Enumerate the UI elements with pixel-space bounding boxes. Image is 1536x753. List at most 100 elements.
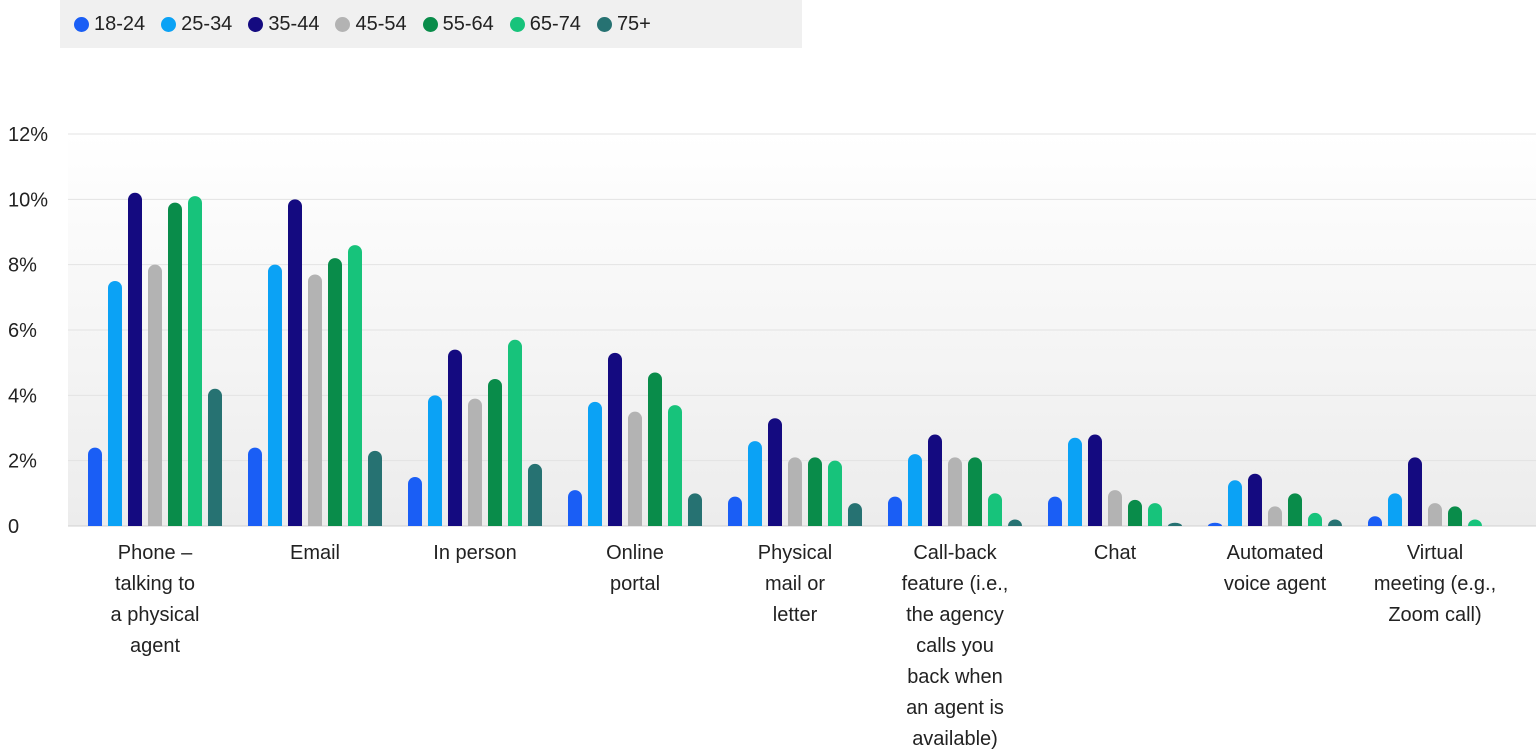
bar-45-54[interactable] (628, 411, 642, 526)
bar-18-24[interactable] (1368, 516, 1382, 526)
bar-55-64[interactable] (1448, 506, 1462, 526)
bar-65-74[interactable] (348, 245, 362, 526)
bar-35-44[interactable] (1248, 473, 1262, 526)
legend-dot-18-24 (74, 16, 89, 32)
y-tick-label: 6% (8, 320, 37, 342)
x-tick-label: Chat (1094, 542, 1137, 564)
bar-75-plus[interactable] (1008, 519, 1022, 526)
bar-25-34[interactable] (1068, 437, 1082, 526)
bar-55-64[interactable] (648, 372, 662, 526)
legend-dot-35-44 (248, 16, 264, 32)
bars (88, 192, 1482, 527)
y-tick-label: 0 (8, 516, 19, 538)
bar-55-64[interactable] (1288, 493, 1302, 526)
bar-75-plus[interactable] (1328, 519, 1342, 526)
x-axis: Phone – talking to a physical agent Email In … (111, 542, 1497, 750)
bar-65-74[interactable] (1308, 512, 1322, 526)
legend-item-35-44[interactable]: 35-44 (248, 13, 319, 36)
bar-25-34[interactable] (1228, 480, 1242, 526)
bar-55-64[interactable] (968, 457, 982, 526)
y-tick-label: 8% (8, 255, 37, 277)
bar-65-74[interactable] (188, 196, 202, 526)
x-tick-label: In person (433, 542, 516, 564)
bar-18-24[interactable] (408, 477, 422, 526)
bar-18-24[interactable] (248, 447, 262, 526)
legend-item-55-64[interactable]: 55-64 (422, 12, 494, 36)
bar-35-44[interactable] (1088, 434, 1102, 526)
bar-75-plus[interactable] (848, 503, 862, 526)
legend-dot-45-54 (335, 16, 351, 32)
bar-18-24[interactable] (88, 447, 102, 526)
bar-18-24[interactable] (1208, 522, 1222, 526)
x-tick-label: Physical mail or letter (758, 542, 832, 626)
bar-45-54[interactable] (1268, 506, 1282, 526)
bar-55-64[interactable] (168, 202, 182, 526)
bar-75-plus[interactable] (368, 450, 382, 526)
legend-item-45-54[interactable]: 45-54 (335, 12, 407, 36)
legend-label-25-34: 25-34 (181, 12, 233, 35)
bar-45-54[interactable] (148, 264, 162, 526)
y-tick-label: 4% (8, 385, 37, 407)
x-tick-label: Automated voice agent (1224, 542, 1327, 595)
bar-35-44[interactable] (448, 349, 462, 526)
legend-label-18-24: 18-24 (94, 12, 146, 35)
bar-55-64[interactable] (1128, 499, 1142, 526)
bar-65-74[interactable] (508, 339, 523, 526)
legend-dot-55-64 (422, 16, 438, 32)
bar-18-24[interactable] (728, 496, 742, 526)
legend-dot-65-74 (509, 16, 525, 32)
legend-item-18-24[interactable]: 18-24 (74, 13, 145, 36)
bar-75-plus[interactable] (688, 493, 703, 526)
bar-65-74[interactable] (668, 405, 682, 526)
bar-65-74[interactable] (1148, 503, 1162, 526)
x-tick-label: Online portal (606, 542, 664, 595)
bar-45-54[interactable] (308, 274, 322, 526)
bar-65-74[interactable] (828, 460, 842, 526)
bar-45-54[interactable] (468, 398, 482, 526)
bar-65-74[interactable] (988, 493, 1003, 526)
bar-75-plus[interactable] (528, 463, 542, 526)
bar-35-44[interactable] (928, 434, 942, 526)
legend-dot-25-34 (161, 16, 177, 32)
bar-35-44[interactable] (128, 192, 142, 527)
legend-label-35-44: 35-44 (268, 12, 320, 35)
bar-55-64[interactable] (808, 457, 822, 526)
bar-45-54[interactable] (1108, 490, 1122, 526)
bar-45-54[interactable] (1428, 503, 1442, 526)
bar-25-34[interactable] (908, 454, 922, 526)
legend-label-75-plus: 75+ (616, 12, 651, 35)
y-tick-label: 2% (8, 451, 37, 473)
x-tick-label: Call-back feature (i.e., the agency calls y… (902, 542, 1009, 750)
bar-25-34[interactable] (1388, 493, 1402, 526)
y-tick-label: 12% (8, 124, 48, 146)
bar-25-34[interactable] (748, 441, 762, 526)
legend-dot-75-plus (596, 16, 612, 32)
bar-45-54[interactable] (948, 457, 962, 526)
bar-25-34[interactable] (268, 264, 282, 526)
bar-35-44[interactable] (608, 352, 622, 526)
bar-35-44[interactable] (1408, 457, 1422, 526)
legend-label-55-64: 55-64 (442, 12, 494, 35)
bar-65-74[interactable] (1468, 519, 1482, 526)
legend-label-45-54: 45-54 (355, 12, 407, 35)
bar-35-44[interactable] (768, 418, 782, 526)
bar-25-34[interactable] (428, 395, 442, 526)
bar-35-44[interactable] (288, 199, 302, 527)
legend-label-65-74: 65-74 (529, 12, 581, 35)
bar-75-plus[interactable] (208, 388, 222, 526)
bar-55-64[interactable] (488, 379, 502, 526)
y-axis: 0 2% 4% 6% 8% 10% 12% (8, 124, 48, 538)
bar-75-plus[interactable] (1168, 522, 1182, 526)
legend-item-65-74[interactable]: 65-74 (509, 12, 581, 36)
bar-45-54[interactable] (788, 457, 803, 526)
legend-item-25-34[interactable]: 25-34 (161, 13, 232, 36)
bar-18-24[interactable] (568, 490, 582, 526)
bar-55-64[interactable] (328, 258, 342, 526)
bar-25-34[interactable] (588, 401, 602, 526)
bar-25-34[interactable] (108, 281, 122, 526)
legend-item-75-plus[interactable]: 75+ (596, 12, 651, 36)
y-tick-label: 10% (8, 189, 48, 211)
x-tick-label: Phone – talking to a physical agent (111, 542, 200, 657)
bar-18-24[interactable] (888, 496, 902, 526)
bar-18-24[interactable] (1048, 496, 1062, 526)
